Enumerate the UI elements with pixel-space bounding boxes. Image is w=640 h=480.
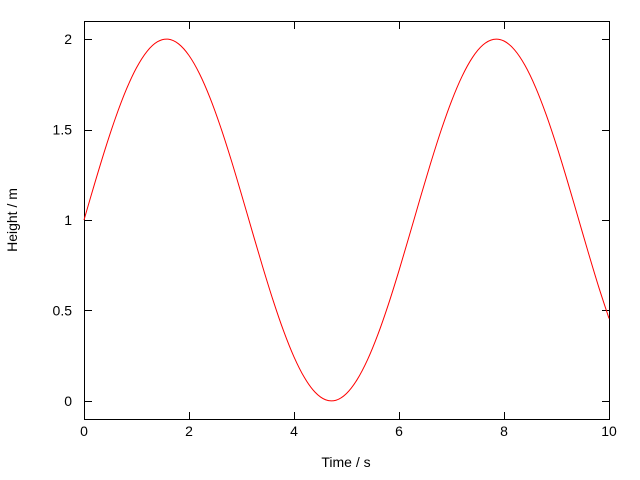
y-tick-label: 0 bbox=[64, 393, 72, 409]
y-tick-label: 1 bbox=[64, 212, 72, 228]
x-tick-label: 8 bbox=[500, 423, 508, 439]
x-axis-label: Time / s bbox=[321, 454, 370, 470]
data-series bbox=[83, 38, 610, 402]
x-tick-label: 0 bbox=[80, 423, 88, 439]
height-curve bbox=[83, 38, 610, 402]
y-tick-label: 0.5 bbox=[53, 302, 73, 318]
x-tick-label: 10 bbox=[601, 423, 617, 439]
plot-frame bbox=[84, 21, 610, 420]
plot-border bbox=[84, 21, 610, 420]
x-tick-label: 6 bbox=[395, 423, 403, 439]
y-axis-label: Height / m bbox=[4, 188, 20, 252]
tick-labels: 0 2 4 6 8 10 0 0.5 1 1.5 2 bbox=[53, 31, 617, 439]
x-tick-label: 2 bbox=[185, 423, 193, 439]
x-tick-label: 4 bbox=[290, 423, 298, 439]
y-tick-label: 2 bbox=[64, 31, 72, 47]
y-tick-label: 1.5 bbox=[53, 122, 73, 138]
